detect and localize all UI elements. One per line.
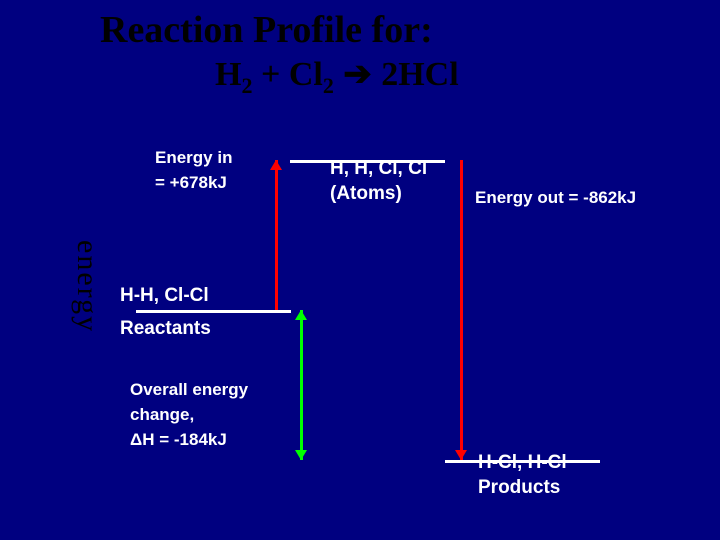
energy-out-arrow <box>460 160 463 460</box>
label-products: H-Cl, H-ClProducts <box>478 452 567 499</box>
overall-arrow-head <box>295 310 307 320</box>
overall-arrow <box>300 310 303 460</box>
overall-arrow-head <box>295 450 307 460</box>
label-reactants: H-H, Cl-ClReactants <box>120 285 211 340</box>
energy-out-arrow-head <box>455 450 467 460</box>
energy-in-arrow <box>275 160 278 310</box>
label-atoms: H, H, Cl, Cl(Atoms) <box>330 158 427 205</box>
energy-in-arrow-head <box>270 160 282 170</box>
label-overall: Overall energychange,ΔH = -184kJ <box>130 380 248 450</box>
label-energy_out: Energy out = -862kJ <box>475 188 636 208</box>
energy-diagram: Energy in= +678kJ H, H, Cl, Cl(Atoms) Ener… <box>0 0 720 540</box>
label-energy_in: Energy in= +678kJ <box>155 148 232 193</box>
